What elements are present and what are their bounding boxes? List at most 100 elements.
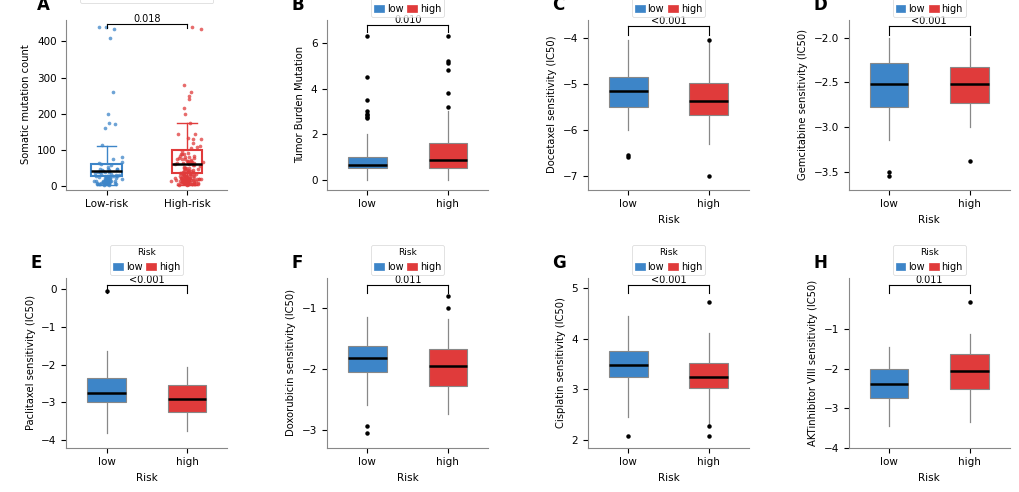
- Point: [184, 173, 201, 181]
- Point: [172, 177, 189, 184]
- X-axis label: Risk: Risk: [136, 473, 158, 483]
- Point: [109, 165, 125, 173]
- Point: [176, 179, 193, 187]
- Legend: low, high: low, high: [110, 246, 183, 275]
- Point: [166, 160, 182, 168]
- Point: [99, 179, 115, 187]
- Point: [108, 181, 124, 188]
- Point: [190, 181, 206, 188]
- Point: [175, 159, 192, 167]
- Point: [187, 177, 204, 184]
- Point: [179, 179, 196, 187]
- Point: [174, 176, 191, 184]
- Point: [183, 158, 200, 166]
- Point: [192, 162, 208, 170]
- Point: [101, 180, 117, 188]
- Point: [179, 168, 196, 176]
- Legend: low, high: low, high: [632, 246, 704, 275]
- Point: [180, 92, 197, 99]
- Point: [105, 88, 121, 96]
- Text: <0.001: <0.001: [650, 16, 686, 27]
- Point: [94, 166, 110, 174]
- Point: [183, 158, 200, 166]
- Point: [172, 173, 189, 181]
- Point: [179, 176, 196, 184]
- Point: [185, 168, 202, 176]
- Point: [95, 178, 111, 185]
- Point: [177, 174, 194, 182]
- Point: [179, 166, 196, 174]
- Point: [114, 158, 130, 166]
- Point: [176, 154, 193, 161]
- Point: [167, 174, 183, 182]
- Point: [181, 175, 198, 183]
- Point: [176, 174, 193, 182]
- Point: [106, 25, 122, 32]
- Text: 0.010: 0.010: [393, 15, 421, 25]
- Y-axis label: Paclitaxel sensitivity (IC50): Paclitaxel sensitivity (IC50): [25, 295, 36, 430]
- Text: E: E: [31, 254, 42, 272]
- Point: [181, 178, 198, 185]
- Point: [88, 177, 104, 185]
- Point: [93, 160, 109, 168]
- Point: [107, 174, 123, 182]
- Point: [178, 180, 195, 188]
- FancyBboxPatch shape: [689, 83, 728, 115]
- Text: <0.001: <0.001: [650, 275, 686, 285]
- Point: [183, 23, 200, 31]
- Point: [101, 174, 117, 182]
- Text: B: B: [291, 0, 304, 14]
- Point: [193, 175, 209, 183]
- Point: [97, 176, 113, 184]
- Point: [96, 181, 112, 189]
- Point: [174, 176, 191, 184]
- Point: [177, 180, 194, 187]
- Text: D: D: [812, 0, 826, 14]
- Point: [113, 175, 129, 183]
- Point: [100, 181, 116, 188]
- Point: [100, 172, 116, 180]
- Point: [175, 178, 192, 186]
- Point: [107, 177, 123, 185]
- Y-axis label: Doxorubicin sensitivity (IC50): Doxorubicin sensitivity (IC50): [286, 289, 297, 436]
- Point: [100, 163, 116, 171]
- Point: [89, 180, 105, 188]
- Point: [86, 178, 102, 185]
- Point: [96, 180, 112, 188]
- Y-axis label: AKTinhibitor VIII sensitivity (IC50): AKTinhibitor VIII sensitivity (IC50): [807, 280, 817, 446]
- Point: [172, 174, 189, 182]
- FancyBboxPatch shape: [428, 349, 467, 386]
- Point: [179, 180, 196, 188]
- Point: [180, 157, 197, 165]
- Point: [185, 169, 202, 177]
- Point: [89, 179, 105, 187]
- Point: [177, 164, 194, 172]
- Point: [97, 174, 113, 182]
- Point: [95, 178, 111, 186]
- Point: [181, 160, 198, 168]
- Point: [184, 161, 201, 169]
- Legend: low, high: low, high: [632, 0, 704, 17]
- Point: [109, 172, 125, 180]
- Point: [178, 172, 195, 180]
- Point: [97, 168, 113, 176]
- Point: [176, 164, 193, 172]
- Point: [179, 173, 196, 181]
- Point: [103, 177, 119, 185]
- Point: [100, 165, 116, 173]
- Point: [185, 152, 202, 160]
- Point: [102, 170, 118, 178]
- Point: [101, 179, 117, 186]
- Point: [87, 169, 103, 177]
- Point: [180, 178, 197, 186]
- FancyBboxPatch shape: [608, 77, 647, 107]
- Point: [168, 158, 184, 166]
- Point: [168, 155, 184, 163]
- Point: [178, 167, 195, 175]
- Point: [176, 167, 193, 175]
- Legend: low, high: low, high: [892, 246, 965, 275]
- Point: [105, 172, 121, 180]
- Text: G: G: [552, 254, 566, 272]
- Y-axis label: Cisplatin sensitivity (IC50): Cisplatin sensitivity (IC50): [555, 297, 566, 428]
- Point: [162, 177, 178, 185]
